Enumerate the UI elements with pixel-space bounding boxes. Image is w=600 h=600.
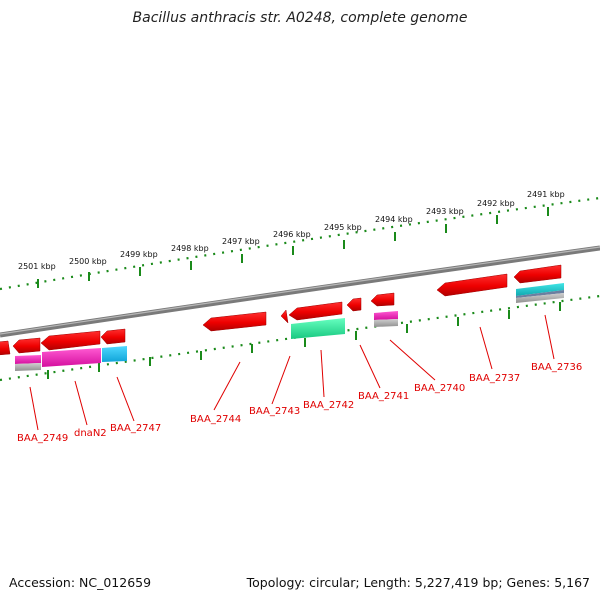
genome-stats-text: Topology: circular; Length: 5,227,419 bp… (246, 575, 590, 590)
scale-label-2492: 2492 kbp (477, 199, 515, 208)
outer-scale-major-ticks (37, 207, 549, 288)
scale-label-2493: 2493 kbp (426, 207, 464, 216)
scale-label-2496: 2496 kbp (273, 230, 311, 239)
scale-label-2498: 2498 kbp (171, 244, 209, 253)
gene-arrow-baa-2741[interactable] (346, 297, 362, 312)
gene-label-baa-2749[interactable]: BAA_2749 (17, 433, 68, 444)
scale-label-2499: 2499 kbp (120, 250, 158, 259)
feature-blocks (15, 283, 564, 371)
feature-block-gray-2 (374, 319, 398, 327)
map-title: Bacillus anthracis str. A0248, complete … (132, 10, 468, 26)
scale-label-2491: 2491 kbp (527, 190, 565, 199)
feature-block-gray-3 (516, 293, 564, 303)
feature-block-cyan-1 (102, 346, 127, 362)
scale-label-2501: 2501 kbp (18, 262, 56, 271)
genome-backbone-highlight (0, 246, 600, 335)
gene-arrow-baa-2736[interactable] (513, 264, 562, 284)
gene-label-baa-2747[interactable]: BAA_2747 (110, 423, 161, 434)
gene-label-baa-2743[interactable]: BAA_2743 (249, 406, 300, 417)
feature-block-magenta-2 (42, 348, 101, 367)
gene-arrow-baa-2744[interactable] (202, 311, 267, 332)
feature-block-magenta-3 (374, 311, 398, 320)
gene-label-baa-2741[interactable]: BAA_2741 (358, 391, 409, 402)
inner-scale-major-ticks (47, 302, 561, 379)
gene-label-baa-2737[interactable]: BAA_2737 (469, 373, 520, 384)
gene-arrow-baa-2743[interactable] (280, 309, 289, 324)
scale-label-2495: 2495 kbp (324, 223, 362, 232)
accession-text: Accession: NC_012659 (9, 575, 152, 590)
gene-arrow-baa-2737[interactable] (436, 273, 508, 297)
feature-block-gray-1 (15, 363, 41, 371)
feature-block-slate-1 (516, 290, 564, 298)
outer-scale-track (0, 196, 600, 291)
gene-label-baa-2742[interactable]: BAA_2742 (303, 400, 354, 411)
gene-arrow-baa-2747[interactable] (100, 328, 126, 345)
scale-label-2494: 2494 kbp (375, 215, 413, 224)
gene-arrow-baa-2749[interactable] (12, 337, 41, 354)
gene-arrows (0, 264, 562, 356)
genome-backbone (0, 245, 600, 338)
label-leader-lines (29, 314, 555, 431)
gene-arrow-baa-2740[interactable] (370, 292, 395, 307)
scale-label-2500: 2500 kbp (69, 257, 107, 266)
scale-label-2497: 2497 kbp (222, 237, 260, 246)
feature-block-green-1 (291, 318, 345, 339)
gene-label-baa-2740[interactable]: BAA_2740 (414, 383, 465, 394)
gene-arrow-baa-2742[interactable] (288, 301, 343, 321)
feature-block-teal-1 (516, 283, 564, 296)
gene-arrow-dnan2[interactable] (40, 330, 101, 351)
gene-arrow-offscreen[interactable] (0, 340, 11, 356)
gene-label-baa-2744[interactable]: BAA_2744 (190, 414, 241, 425)
feature-block-magenta-1 (15, 355, 41, 364)
gene-label-baa-2736[interactable]: BAA_2736 (531, 362, 582, 373)
gene-label-dnan2[interactable]: dnaN2 (74, 428, 107, 439)
